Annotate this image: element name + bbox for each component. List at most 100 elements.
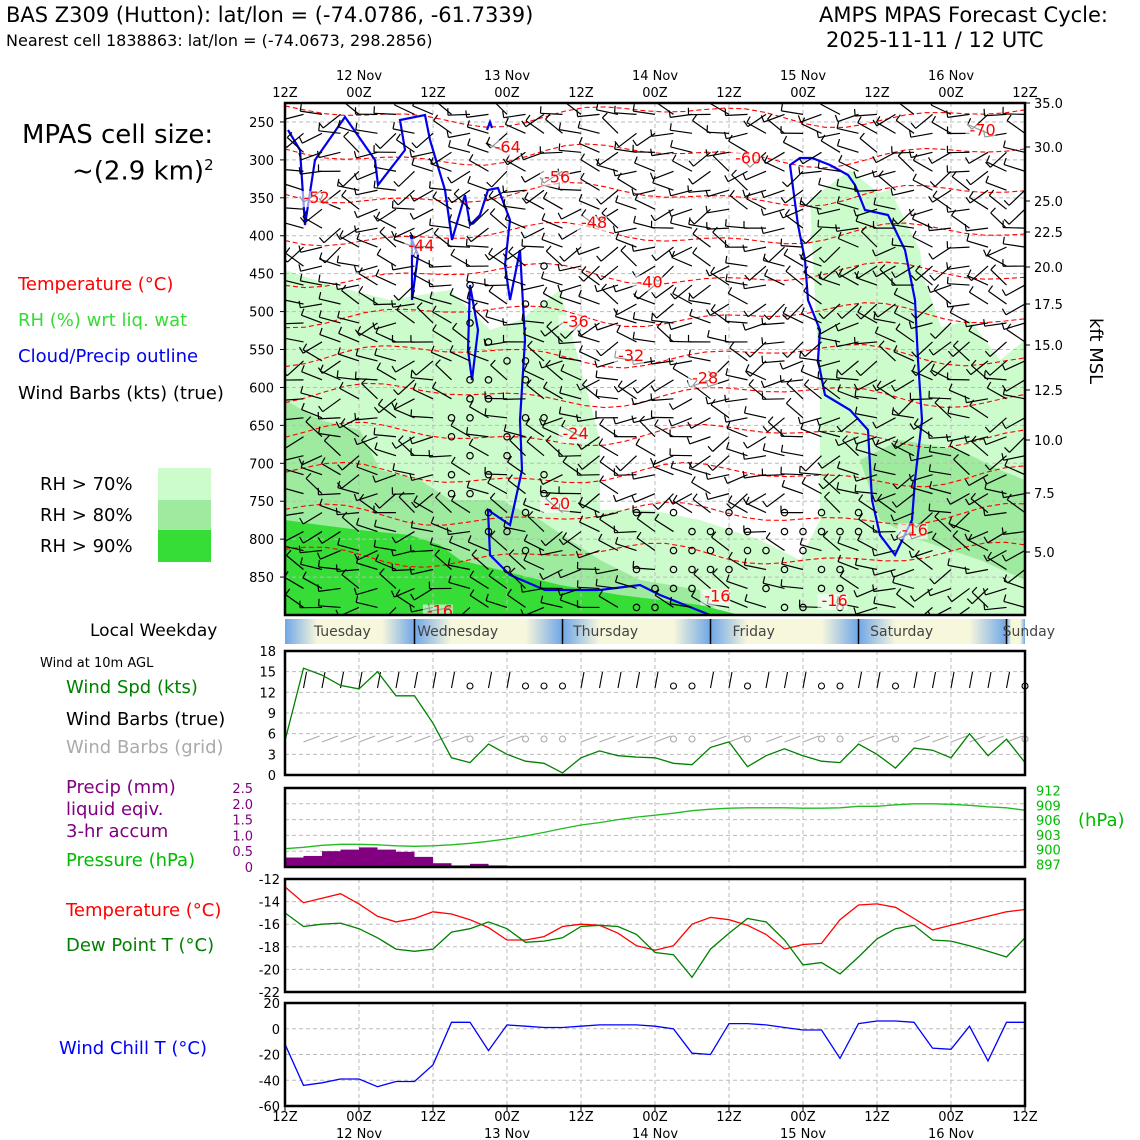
wind-barb-flag — [951, 170, 957, 178]
calm-wind-circle — [891, 682, 900, 690]
wind-barb-flag — [946, 110, 949, 118]
wind-barb — [988, 290, 1007, 305]
calm-wind-circle — [854, 508, 863, 517]
wind-barb-flag — [558, 406, 562, 414]
wind-barb — [635, 444, 656, 457]
wind-barb-flag — [341, 568, 347, 576]
wind-barb-flag — [409, 436, 413, 444]
wind-barb-flag — [931, 532, 937, 540]
wind-barb-flag — [433, 227, 439, 234]
weekday-name: Tuesday — [313, 624, 371, 640]
calm-wind-circle — [854, 527, 863, 536]
wind-barb-flag — [705, 189, 709, 197]
wind-barb-flag — [896, 588, 902, 595]
wind-barb — [542, 568, 563, 581]
wind-barb-flag — [390, 548, 394, 556]
wind-barb-flag — [448, 575, 452, 583]
wind-barb-flag — [984, 350, 991, 357]
wind-tick-label: 9 — [268, 707, 276, 722]
wind-barb-flag — [472, 302, 478, 309]
wind-barb — [764, 275, 785, 286]
wind-barb — [598, 595, 619, 608]
wind-barb-flag — [335, 282, 339, 290]
temperature-contour-label: -60 — [735, 149, 761, 168]
wind-barb-true — [450, 671, 456, 689]
wind-barb-flag — [742, 189, 746, 197]
wind-barb-flag — [762, 500, 768, 508]
wind-barb — [599, 480, 619, 495]
wind-barb-flag — [816, 327, 822, 334]
wind-barb-flag — [337, 347, 341, 355]
wind-barb — [873, 204, 896, 210]
wind-barb-flag — [782, 352, 788, 358]
wind-barb-flag — [361, 434, 367, 441]
wind-barb — [558, 188, 582, 191]
wind-barb — [395, 594, 415, 608]
wind-barb-flag — [691, 476, 696, 483]
weekday-shade — [710, 619, 785, 644]
wind-barb-flag — [946, 299, 949, 308]
wind-barb — [356, 354, 378, 362]
wind-barb — [616, 303, 637, 316]
temperature-contour-label: -40 — [637, 272, 663, 291]
wind-barb — [910, 132, 933, 138]
wind-barb-flag — [908, 473, 912, 481]
wind-barb — [339, 235, 360, 248]
wind-barb — [932, 538, 952, 552]
wind-barb-flag — [729, 189, 735, 197]
wind-barb-flag — [707, 445, 714, 452]
wind-barb-flag — [575, 551, 580, 558]
wind-barb-flag — [1002, 236, 1005, 244]
wind-barb — [411, 164, 434, 172]
wind-barb — [286, 555, 304, 570]
wind-barb-flag — [490, 359, 496, 366]
wind-barb-flag — [818, 271, 822, 279]
wind-barb — [838, 237, 859, 248]
wind-barb — [969, 189, 989, 204]
weekday-name: Thursday — [572, 624, 638, 640]
wind-barb-flag — [836, 138, 841, 146]
wind-barb — [970, 360, 989, 376]
wind-barb — [706, 227, 730, 230]
wind-barb-flag — [561, 419, 566, 427]
wind-barb — [876, 121, 896, 134]
wind-barb — [379, 493, 397, 509]
wind-barb-flag — [318, 310, 322, 318]
wind-barb-flag — [842, 435, 848, 441]
wind-barb — [601, 117, 619, 134]
wind-barb-grid — [728, 735, 746, 743]
wind-barb-flag — [838, 268, 844, 275]
wind-barb — [911, 474, 933, 482]
wind-barb-flag — [947, 595, 953, 602]
wind-barb-flag — [317, 584, 320, 592]
wind-barb-flag — [557, 263, 561, 271]
wind-barb-flag — [785, 265, 791, 272]
wind-speed-label: Wind Spd (kts) — [66, 677, 198, 698]
wind-barb — [318, 605, 341, 609]
wind-barb — [319, 316, 341, 324]
calm-wind-circle — [540, 262, 548, 270]
bottom-time-label: 12Z — [568, 1110, 594, 1125]
wind-barb-flag — [799, 350, 802, 358]
wind-barb-flag — [409, 567, 413, 575]
wind-barb — [803, 246, 822, 261]
wind-barb — [693, 151, 711, 167]
wind-barb-flag — [429, 218, 432, 226]
calm-wind-circle — [706, 546, 715, 555]
wind-barb — [394, 587, 415, 598]
wind-barb-flag — [281, 393, 282, 400]
wind-barb — [358, 272, 378, 286]
wind-barb — [879, 268, 896, 286]
calm-wind-circle — [669, 508, 678, 517]
wind-barb — [1005, 379, 1025, 392]
wind-barb — [392, 207, 415, 210]
wind-barb-true — [931, 671, 937, 689]
wind-barb-flag — [988, 285, 994, 292]
wind-barb-flag — [951, 209, 957, 216]
wind-barb — [952, 345, 970, 362]
wind-barb-flag — [558, 122, 562, 130]
wind-barb-flag — [692, 227, 698, 235]
wind-barb-flag — [650, 458, 654, 465]
wind-barb-flag — [430, 345, 435, 353]
wind-barb — [855, 474, 878, 482]
